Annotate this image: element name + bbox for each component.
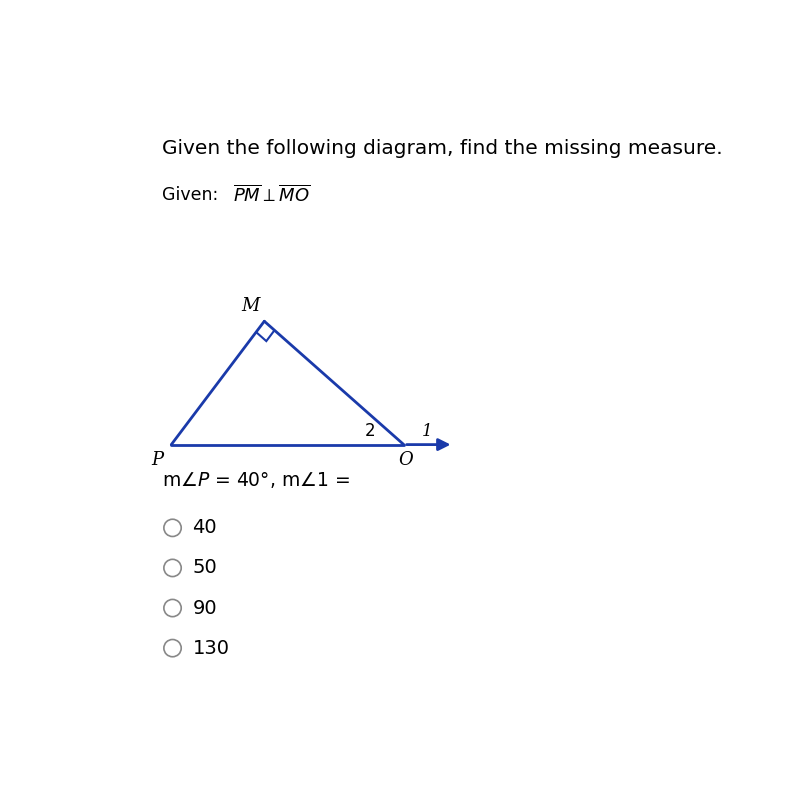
Text: 130: 130	[192, 638, 230, 658]
Text: Given the following diagram, find the missing measure.: Given the following diagram, find the mi…	[162, 139, 722, 158]
Text: m$\angle$$P$ = 40°, m$\angle$1 =: m$\angle$$P$ = 40°, m$\angle$1 =	[162, 469, 350, 489]
Text: 90: 90	[192, 598, 217, 618]
Text: M: M	[242, 297, 260, 315]
Text: P: P	[151, 451, 164, 469]
Text: $\overline{PM}$$\perp$$\overline{MO}$: $\overline{PM}$$\perp$$\overline{MO}$	[234, 184, 311, 206]
Text: 40: 40	[192, 518, 217, 537]
Text: 1: 1	[422, 422, 433, 440]
Text: 2: 2	[364, 422, 375, 440]
Text: 50: 50	[192, 558, 217, 578]
Text: Given:: Given:	[162, 186, 218, 203]
Text: O: O	[398, 451, 413, 469]
